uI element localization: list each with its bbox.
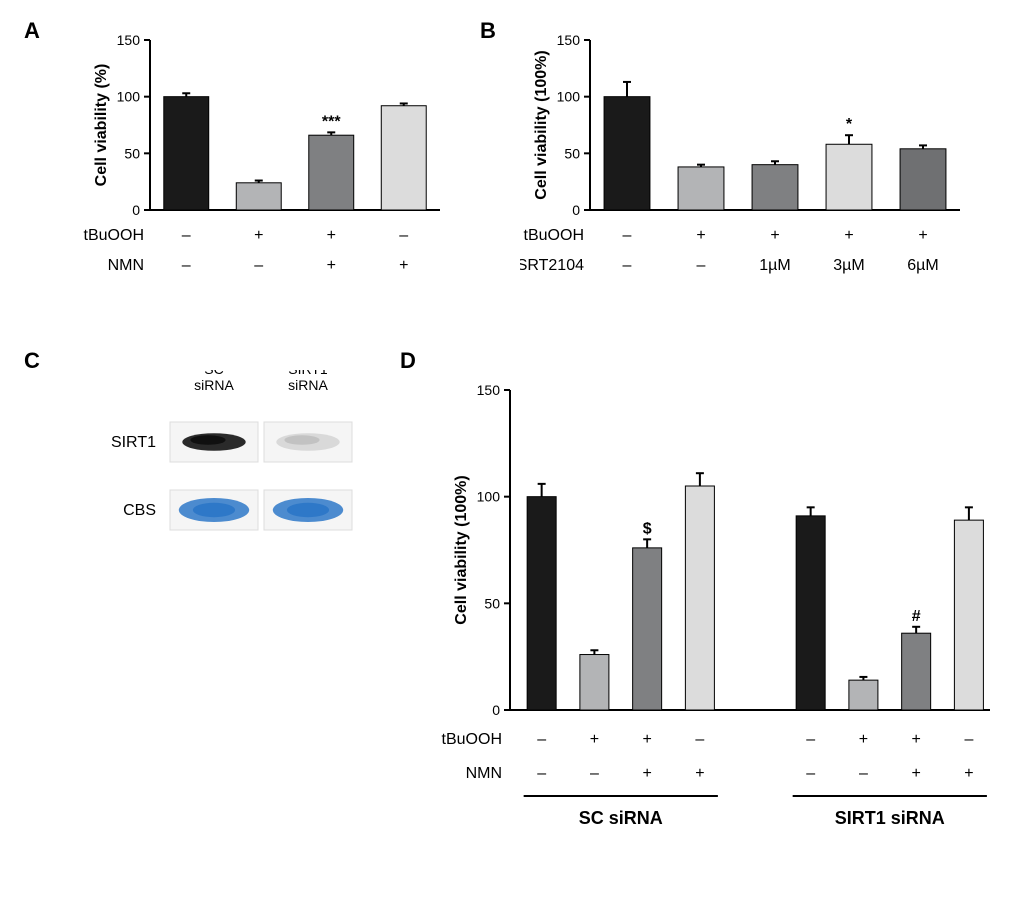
- svg-text:–: –: [182, 257, 191, 274]
- svg-text:NMN: NMN: [466, 765, 502, 782]
- svg-text:SRT2104: SRT2104: [520, 257, 584, 274]
- svg-text:+: +: [964, 765, 973, 782]
- svg-text:+: +: [254, 227, 263, 244]
- svg-text:+: +: [696, 227, 705, 244]
- svg-text:+: +: [327, 257, 336, 274]
- panel-label-a: A: [24, 18, 40, 44]
- panel-label-d: D: [400, 348, 416, 374]
- svg-text:SC: SC: [204, 370, 223, 377]
- svg-text:+: +: [859, 731, 868, 748]
- svg-text:–: –: [806, 765, 815, 782]
- svg-text:tBuOOH: tBuOOH: [84, 227, 144, 244]
- svg-text:150: 150: [117, 32, 141, 48]
- svg-text:–: –: [399, 227, 408, 244]
- svg-text:–: –: [806, 731, 815, 748]
- svg-text:siRNA: siRNA: [194, 377, 234, 393]
- svg-text:50: 50: [484, 595, 500, 611]
- chart-a: 0 50 100 150 Cell viability (%) *** tBuOOH – + + –…: [80, 20, 460, 320]
- svg-text:–: –: [254, 257, 263, 274]
- svg-text:+: +: [911, 731, 920, 748]
- chart-b: 0 50 100 150 Cell viability (100%) * tBuOOH – + +…: [520, 20, 980, 320]
- svg-text:–: –: [623, 227, 632, 244]
- svg-text:3µM: 3µM: [833, 257, 864, 274]
- svg-text:0: 0: [572, 202, 580, 218]
- svg-text:+: +: [911, 765, 920, 782]
- svg-text:50: 50: [564, 145, 580, 161]
- svg-text:50: 50: [124, 145, 140, 161]
- svg-text:#: #: [912, 608, 921, 625]
- svg-text:Cell viability (100%): Cell viability (100%): [453, 475, 470, 624]
- svg-text:+: +: [918, 227, 927, 244]
- svg-text:SIRT1 siRNA: SIRT1 siRNA: [835, 808, 945, 828]
- svg-text:+: +: [695, 765, 704, 782]
- svg-text:***: ***: [322, 113, 341, 130]
- svg-text:–: –: [623, 257, 632, 274]
- svg-text:–: –: [537, 731, 546, 748]
- panel-label-c: C: [24, 348, 40, 374]
- svg-text:0: 0: [492, 702, 500, 718]
- svg-text:*: *: [846, 116, 853, 133]
- svg-text:NMN: NMN: [108, 257, 144, 274]
- svg-text:SIRT1: SIRT1: [288, 370, 328, 377]
- svg-text:–: –: [590, 765, 599, 782]
- svg-text:–: –: [182, 227, 191, 244]
- svg-text:0: 0: [132, 202, 140, 218]
- svg-text:+: +: [770, 227, 779, 244]
- svg-text:150: 150: [557, 32, 581, 48]
- svg-text:100: 100: [557, 89, 581, 105]
- svg-text:–: –: [537, 765, 546, 782]
- svg-text:+: +: [642, 731, 651, 748]
- svg-text:–: –: [859, 765, 868, 782]
- svg-text:$: $: [643, 520, 652, 537]
- svg-text:Cell viability (%): Cell viability (%): [93, 64, 110, 187]
- svg-text:–: –: [695, 731, 704, 748]
- chart-d: 0 50 100 150 Cell viability (100%) $ # tBuOOH – +…: [430, 370, 1010, 910]
- panel-label-b: B: [480, 18, 496, 44]
- svg-text:SIRT1: SIRT1: [111, 434, 156, 451]
- blot-c: SCsiRNASIRT1siRNASIRT1CBS: [60, 370, 380, 590]
- svg-text:+: +: [642, 765, 651, 782]
- svg-text:+: +: [844, 227, 853, 244]
- svg-text:–: –: [697, 257, 706, 274]
- svg-text:6µM: 6µM: [907, 257, 938, 274]
- svg-text:+: +: [590, 731, 599, 748]
- svg-text:CBS: CBS: [123, 502, 156, 519]
- svg-text:SC siRNA: SC siRNA: [579, 808, 663, 828]
- svg-text:100: 100: [117, 89, 141, 105]
- svg-text:1µM: 1µM: [759, 257, 790, 274]
- svg-text:100: 100: [477, 489, 501, 505]
- svg-text:+: +: [327, 227, 336, 244]
- svg-text:+: +: [399, 257, 408, 274]
- svg-text:tBuOOH: tBuOOH: [442, 731, 502, 748]
- svg-text:tBuOOH: tBuOOH: [524, 227, 584, 244]
- svg-text:150: 150: [477, 382, 501, 398]
- svg-text:–: –: [964, 731, 973, 748]
- svg-text:Cell viability (100%): Cell viability (100%): [533, 50, 550, 199]
- svg-text:siRNA: siRNA: [288, 377, 328, 393]
